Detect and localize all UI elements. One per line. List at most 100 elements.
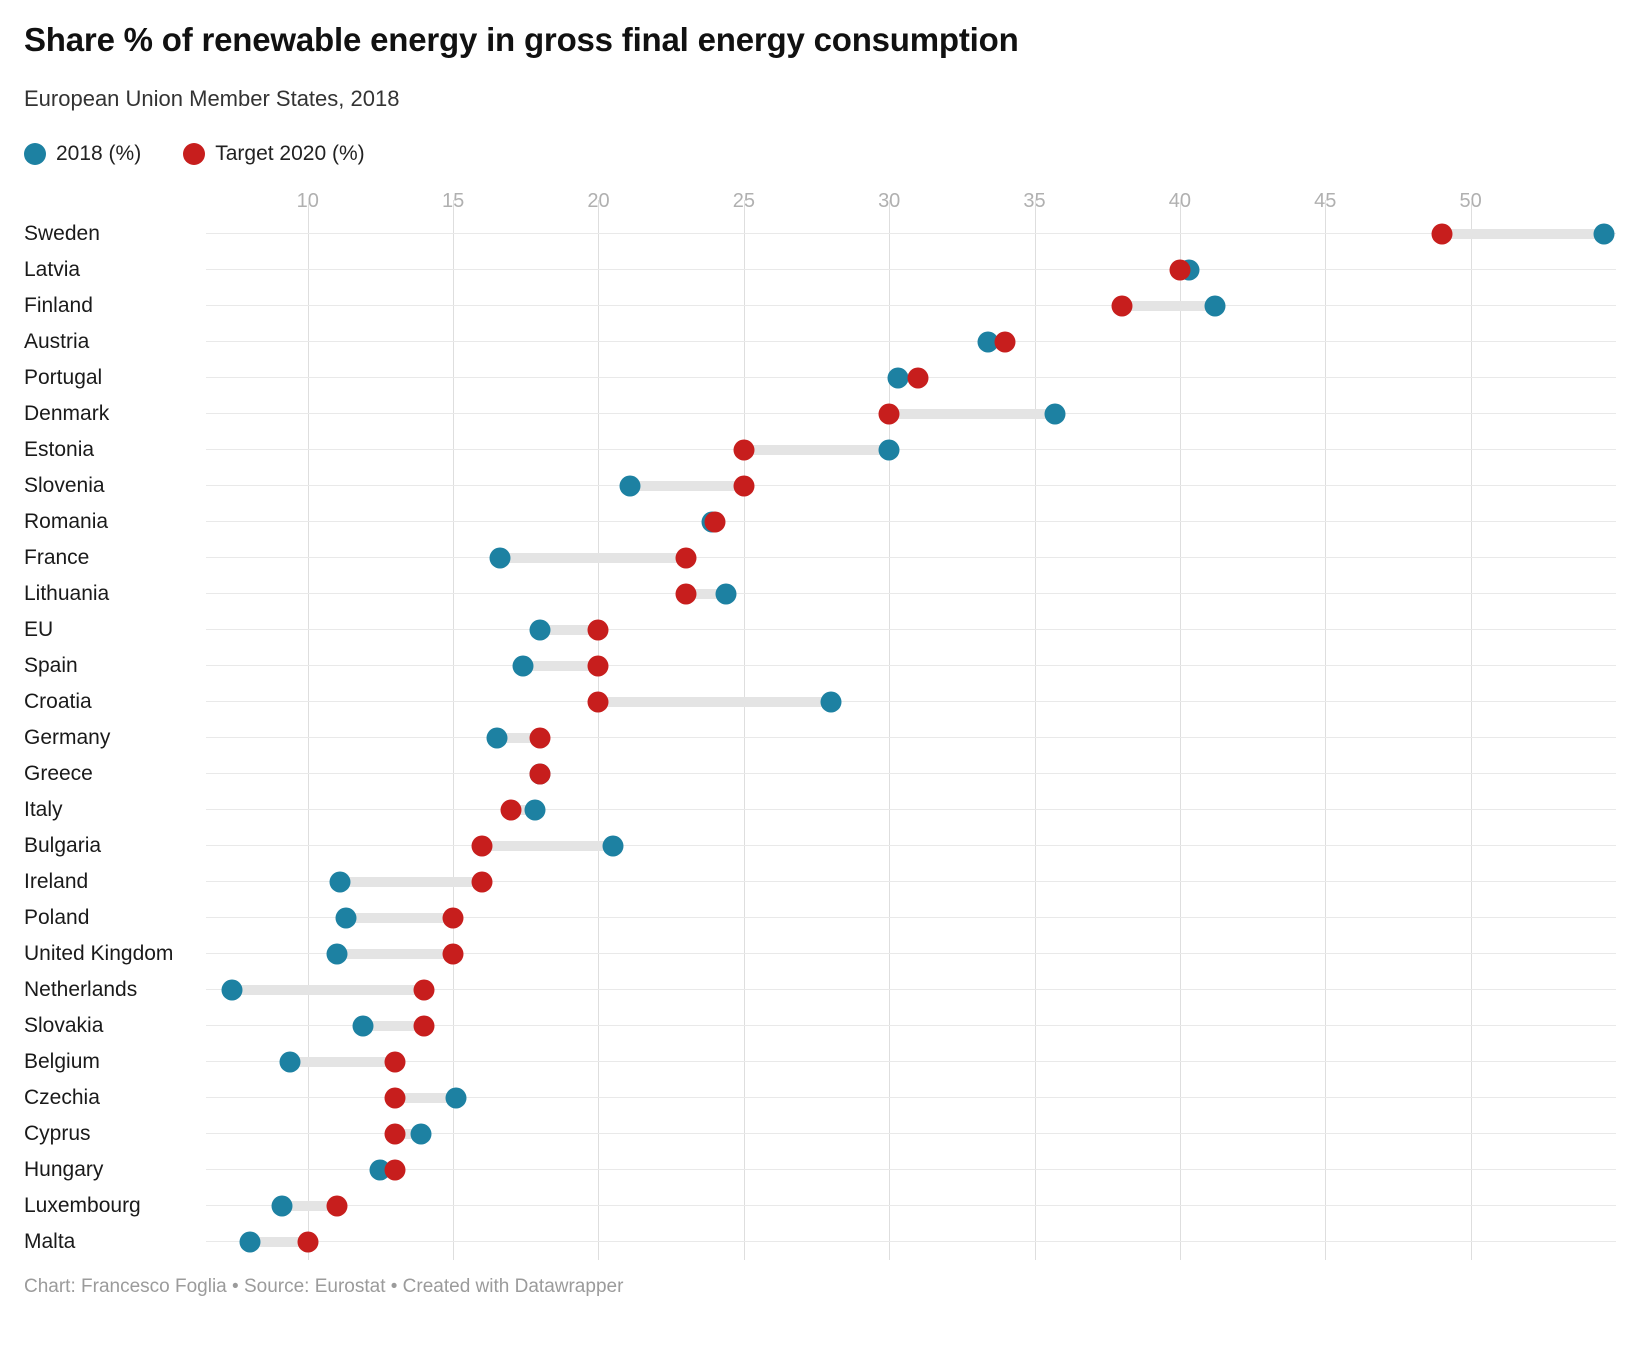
dot-2018[interactable]: [1044, 403, 1066, 425]
row-track: [206, 684, 1616, 720]
dot-target-2020[interactable]: [413, 979, 435, 1001]
dot-2018[interactable]: [820, 691, 842, 713]
table-row: Sweden: [24, 216, 1616, 252]
category-label: Denmark: [24, 402, 110, 425]
dot-target-2020[interactable]: [1431, 223, 1453, 245]
row-gridline: [206, 845, 1616, 846]
table-row: Poland: [24, 900, 1616, 936]
dot-2018[interactable]: [1593, 223, 1615, 245]
dot-target-2020[interactable]: [471, 835, 493, 857]
connector-bar: [394, 1129, 422, 1139]
dot-target-2020[interactable]: [1111, 295, 1133, 317]
dot-2018[interactable]: [887, 367, 909, 389]
category-label: Croatia: [24, 690, 92, 713]
row-track: [206, 756, 1616, 792]
dot-target-2020[interactable]: [500, 799, 522, 821]
dot-2018[interactable]: [326, 943, 348, 965]
row-gridline: [206, 557, 1616, 558]
connector-bar: [685, 589, 727, 599]
dot-2018[interactable]: [352, 1015, 374, 1037]
dot-target-2020[interactable]: [384, 1159, 406, 1181]
legend-dot-2018-icon: [24, 143, 46, 165]
dot-2018[interactable]: [221, 979, 243, 1001]
connector-bar: [249, 1237, 308, 1247]
x-axis-tick-20: 20: [587, 190, 610, 212]
row-track: [206, 504, 1616, 540]
dot-2018[interactable]: [619, 475, 641, 497]
category-label: Finland: [24, 294, 93, 317]
table-row: Spain: [24, 648, 1616, 684]
dot-target-2020[interactable]: [442, 943, 464, 965]
dot-2018[interactable]: [410, 1123, 432, 1145]
dot-2018[interactable]: [239, 1231, 261, 1253]
category-label: Belgium: [24, 1050, 100, 1073]
row-track: [206, 1152, 1616, 1188]
x-axis-tick-45: 45: [1314, 190, 1337, 212]
row-track: [206, 468, 1616, 504]
dot-target-2020[interactable]: [384, 1123, 406, 1145]
dot-target-2020[interactable]: [413, 1015, 435, 1037]
dot-2018[interactable]: [512, 655, 534, 677]
dot-target-2020[interactable]: [587, 655, 609, 677]
row-gridline: [206, 233, 1616, 234]
chart-card: Share % of renewable energy in gross fin…: [24, 21, 1616, 1260]
dot-2018[interactable]: [715, 583, 737, 605]
dot-2018[interactable]: [329, 871, 351, 893]
dot-2018[interactable]: [489, 547, 511, 569]
row-track: [206, 1080, 1616, 1116]
dot-target-2020[interactable]: [994, 331, 1016, 353]
dot-target-2020[interactable]: [471, 871, 493, 893]
category-label: Lithuania: [24, 582, 110, 605]
dot-2018[interactable]: [524, 799, 545, 821]
dot-target-2020[interactable]: [529, 727, 551, 749]
dot-target-2020[interactable]: [704, 511, 726, 533]
connector-bar: [394, 1093, 457, 1103]
dot-target-2020[interactable]: [1169, 259, 1191, 281]
dot-target-2020[interactable]: [529, 763, 551, 785]
dot-target-2020[interactable]: [587, 691, 609, 713]
dot-target-2020[interactable]: [675, 583, 697, 605]
category-label: Bulgaria: [24, 834, 102, 857]
dot-2018[interactable]: [977, 331, 999, 353]
dot-2018[interactable]: [271, 1195, 293, 1217]
row-track: [206, 1116, 1616, 1152]
dot-target-2020[interactable]: [384, 1051, 406, 1073]
dot-2018[interactable]: [1204, 295, 1226, 317]
dot-target-2020[interactable]: [675, 547, 697, 569]
connector-bar: [540, 625, 599, 635]
dot-target-2020[interactable]: [733, 475, 755, 497]
table-row: Lithuania: [24, 576, 1616, 612]
category-label: Ireland: [24, 870, 89, 893]
dot-target-2020[interactable]: [587, 619, 609, 641]
table-row: EU: [24, 612, 1616, 648]
dot-target-2020[interactable]: [297, 1231, 319, 1253]
connector-bar: [889, 409, 1055, 419]
dot-2018[interactable]: [529, 619, 551, 641]
row-track: [206, 288, 1616, 324]
row-gridline: [206, 701, 1616, 702]
dot-target-2020[interactable]: [733, 439, 755, 461]
dot-2018[interactable]: [279, 1051, 301, 1073]
dot-2018[interactable]: [878, 439, 900, 461]
row-track: [206, 576, 1616, 612]
page-title: Share % of renewable energy in gross fin…: [24, 21, 1019, 58]
dot-target-2020[interactable]: [907, 367, 929, 389]
dot-target-2020[interactable]: [442, 907, 464, 929]
row-gridline: [206, 917, 1616, 918]
category-label: Slovenia: [24, 474, 105, 497]
dot-2018[interactable]: [335, 907, 357, 929]
row-track: [206, 648, 1616, 684]
table-row: Luxembourg: [24, 1188, 1616, 1224]
category-label: Netherlands: [24, 978, 138, 1001]
table-row: Finland: [24, 288, 1616, 324]
dot-2018[interactable]: [486, 727, 508, 749]
table-row: Estonia: [24, 432, 1616, 468]
dot-target-2020[interactable]: [326, 1195, 348, 1217]
dot-2018[interactable]: [445, 1087, 467, 1109]
dot-target-2020[interactable]: [878, 403, 900, 425]
connector-bar: [281, 1201, 337, 1211]
table-row: Latvia: [24, 252, 1616, 288]
row-gridline: [206, 953, 1616, 954]
dot-2018[interactable]: [602, 835, 624, 857]
dot-target-2020[interactable]: [384, 1087, 406, 1109]
